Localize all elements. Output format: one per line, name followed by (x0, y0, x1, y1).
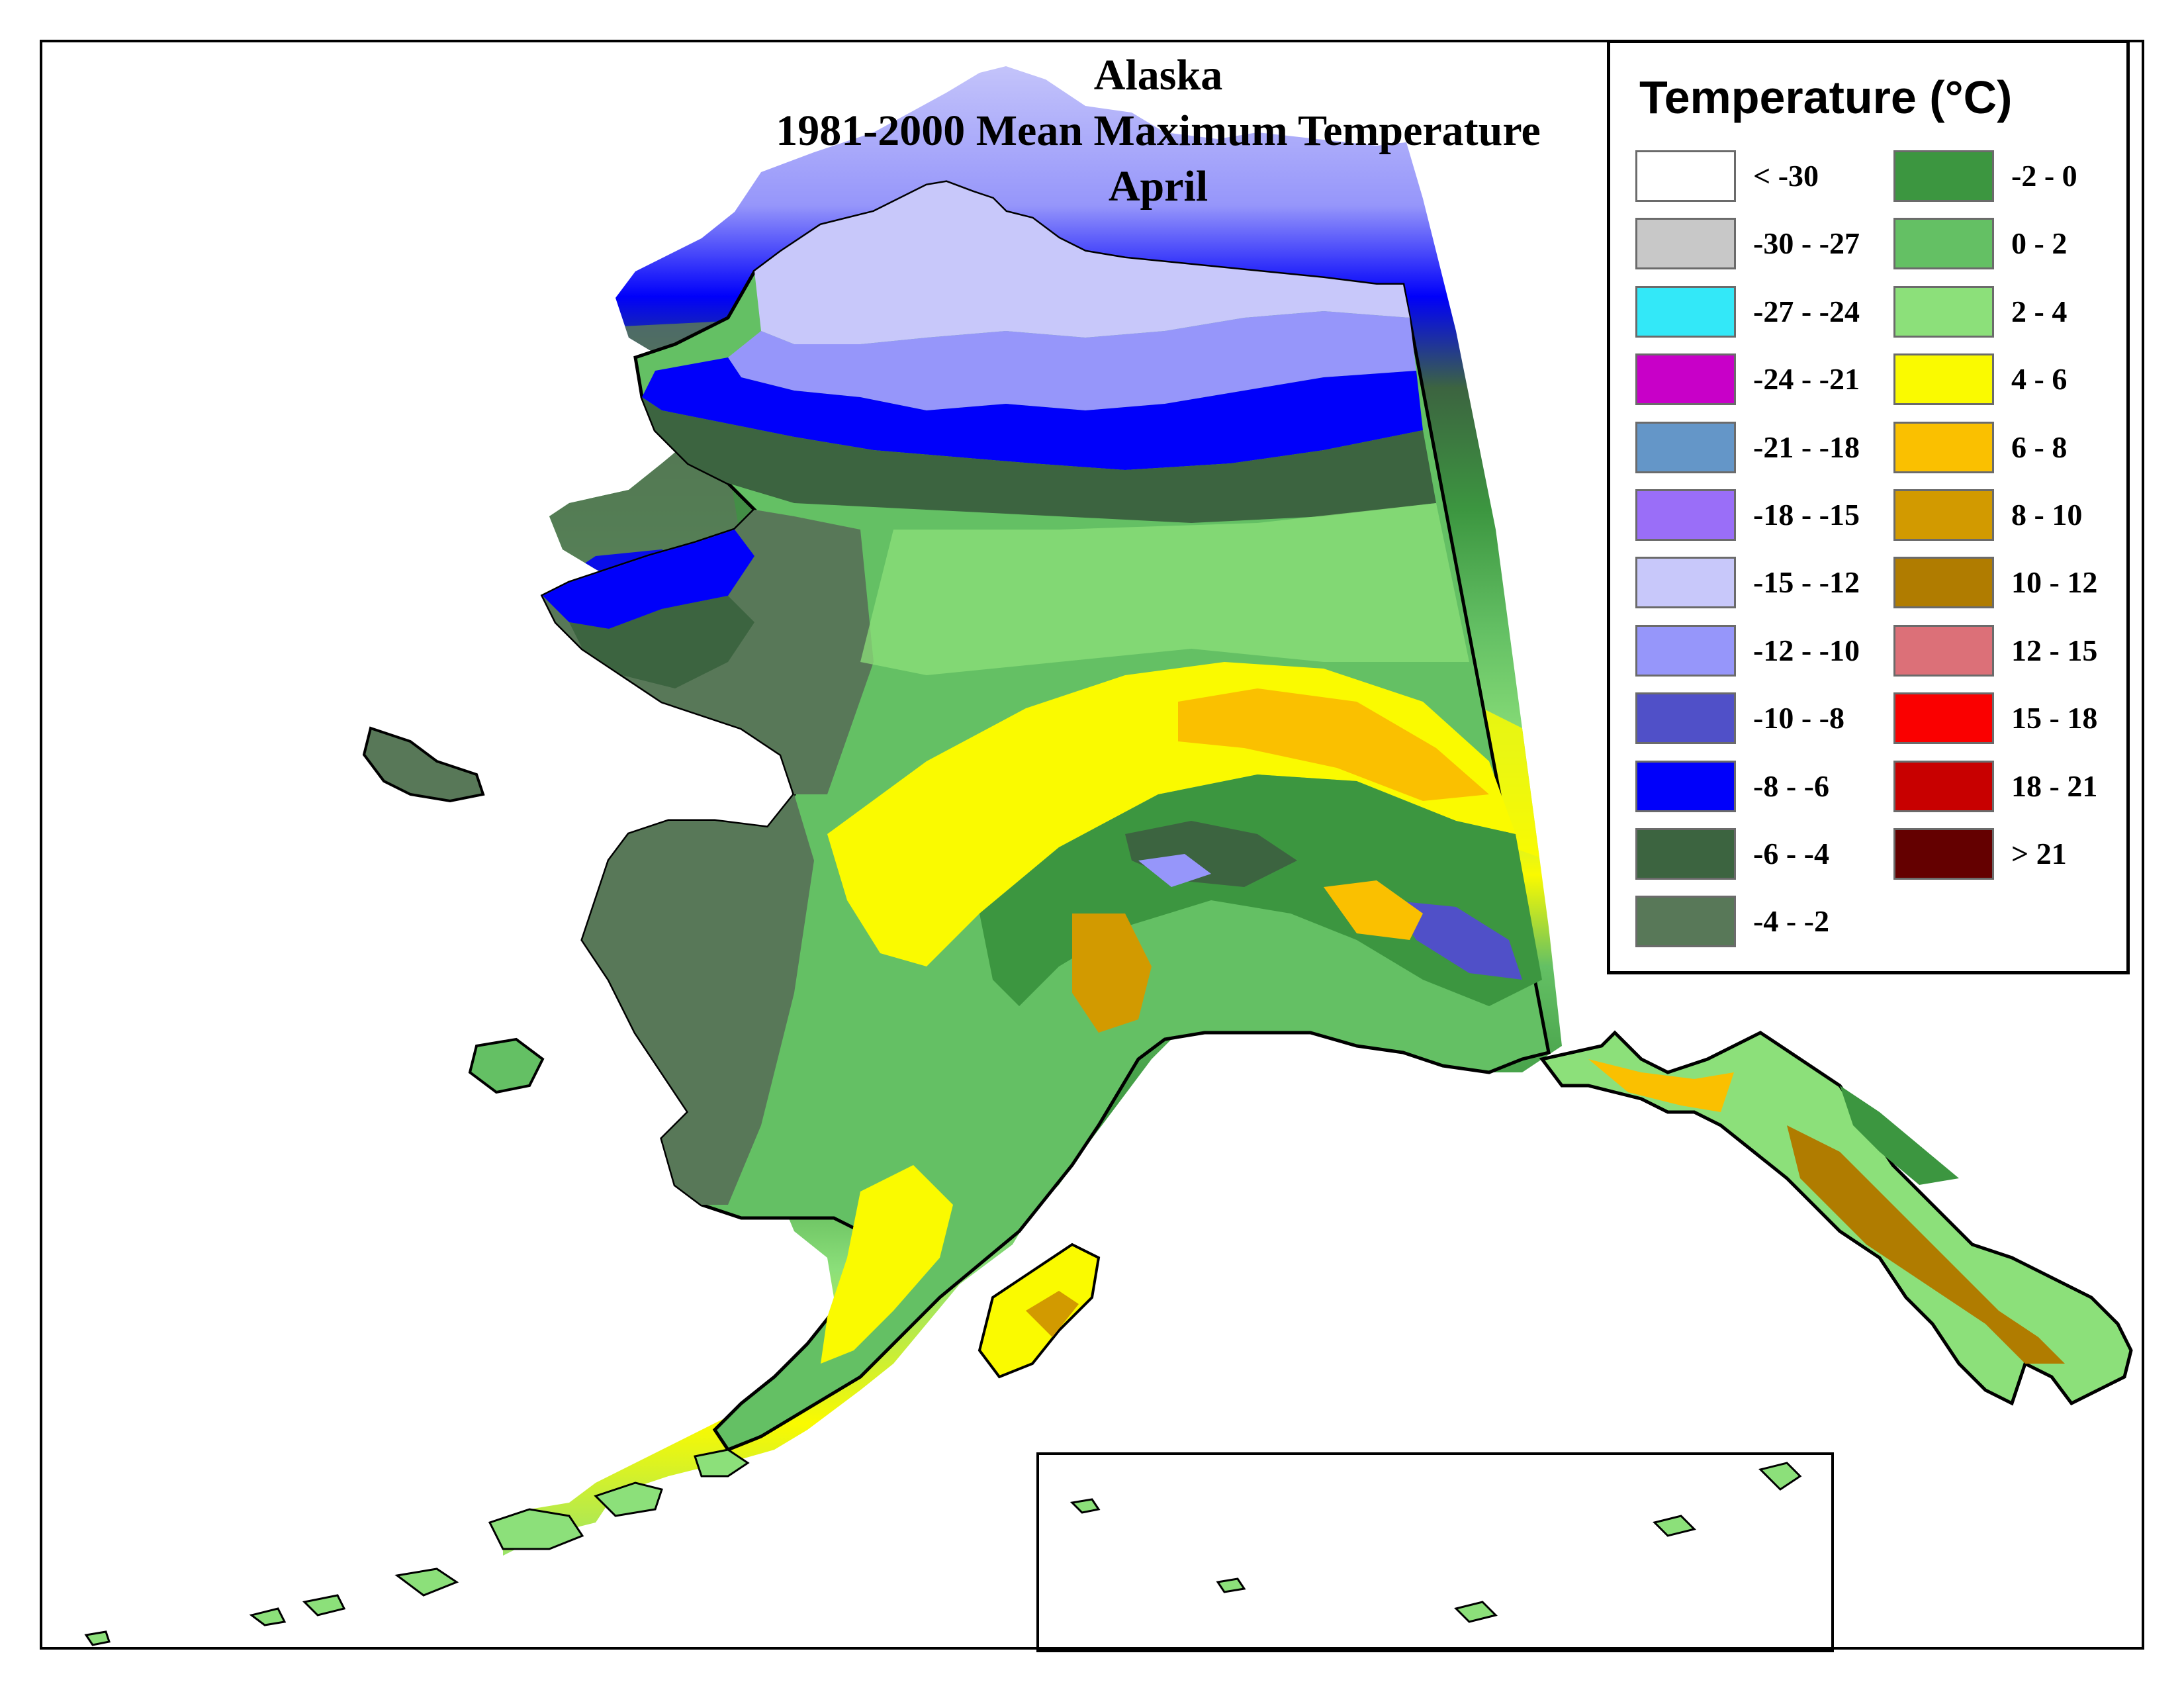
legend-title: Temperature (°C) (1639, 71, 2013, 123)
legend-item: > 21 (1893, 828, 2132, 881)
legend-swatch (1893, 285, 1994, 338)
legend-item: 10 - 12 (1893, 557, 2132, 610)
legend-item: -27 - -24 (1635, 285, 1874, 339)
legend-item: 12 - 15 (1893, 624, 2132, 678)
legend-swatch (1635, 557, 1736, 609)
legend-item: 8 - 10 (1893, 489, 2132, 542)
title-line-2: 1981-2000 Mean Maximum Temperature (776, 107, 1541, 155)
legend-label: 18 - 21 (2011, 769, 2098, 803)
legend-item: < -30 (1635, 150, 1874, 203)
legend-label: -10 - -8 (1753, 701, 1844, 735)
legend-label: -15 - -12 (1753, 565, 1860, 600)
legend-label: 10 - 12 (2011, 565, 2098, 600)
legend-label: 2 - 4 (2011, 294, 2068, 328)
legend-item: -30 - -27 (1635, 218, 1874, 271)
title-line-3: April (1108, 162, 1208, 211)
legend-label: 8 - 10 (2011, 498, 2083, 532)
legend-label: -18 - -15 (1753, 498, 1860, 532)
legend-label: 15 - 18 (2011, 701, 2098, 735)
legend-swatch (1893, 421, 1994, 473)
legend-swatch (1635, 692, 1736, 745)
legend-item: -8 - -6 (1635, 760, 1874, 814)
legend-swatch (1893, 353, 1994, 406)
legend-item: 15 - 18 (1893, 692, 2132, 745)
legend-item: -24 - -21 (1635, 353, 1874, 406)
legend-swatch (1893, 760, 1994, 812)
legend-label: 0 - 2 (2011, 226, 2068, 261)
legend-item: 4 - 6 (1893, 353, 2132, 406)
legend-swatch (1635, 828, 1736, 880)
legend-item: -6 - -4 (1635, 828, 1874, 881)
legend-item: 18 - 21 (1893, 760, 2132, 814)
legend-swatch (1635, 150, 1736, 202)
title-line-1: Alaska (1093, 51, 1223, 99)
aleutian-inset-frame (1036, 1452, 1834, 1652)
legend-label: 12 - 15 (2011, 633, 2098, 667)
legend-label: -21 - -18 (1753, 430, 1860, 464)
legend-item: -18 - -15 (1635, 489, 1874, 542)
map-frame (40, 40, 2144, 1650)
legend-swatch (1635, 218, 1736, 270)
legend-item: -2 - 0 (1893, 150, 2132, 203)
legend-label: -2 - 0 (2011, 159, 2077, 193)
legend-item: 6 - 8 (1893, 421, 2132, 475)
legend-swatch (1893, 557, 1994, 609)
legend-swatch (1893, 692, 1994, 745)
legend-swatch (1893, 150, 1994, 202)
legend-swatch (1635, 421, 1736, 473)
legend-label: > 21 (2011, 837, 2067, 870)
legend-label: -8 - -6 (1753, 769, 1829, 803)
legend-swatch (1635, 489, 1736, 541)
legend-item: -15 - -12 (1635, 557, 1874, 610)
legend-swatch (1635, 624, 1736, 677)
legend-swatch (1635, 353, 1736, 406)
legend-label: -24 - -21 (1753, 362, 1860, 397)
legend-item: -10 - -8 (1635, 692, 1874, 745)
legend-item: -12 - -10 (1635, 624, 1874, 678)
legend-label: -27 - -24 (1753, 294, 1860, 328)
legend-label: -30 - -27 (1753, 226, 1860, 261)
legend-item: -21 - -18 (1635, 421, 1874, 475)
legend-label: < -30 (1753, 159, 1819, 193)
legend-swatch (1635, 760, 1736, 812)
legend-item: -4 - -2 (1635, 896, 1874, 949)
legend-swatch (1893, 489, 1994, 541)
legend-swatch (1635, 896, 1736, 948)
legend-swatch (1893, 828, 1994, 880)
legend-label: -12 - -10 (1753, 633, 1860, 667)
legend-label: 6 - 8 (2011, 430, 2068, 464)
legend-swatch (1635, 285, 1736, 338)
legend-swatch (1893, 624, 1994, 677)
legend-item: 0 - 2 (1893, 218, 2132, 271)
legend-label: 4 - 6 (2011, 362, 2068, 397)
map-title: Alaska 1981-2000 Mean Maximum Temperatur… (596, 48, 1721, 214)
legend-label: -6 - -4 (1753, 837, 1829, 870)
legend-item: 2 - 4 (1893, 285, 2132, 339)
legend-panel: Temperature (°C) < -30 -30 - -27 -27 - -24… (1607, 40, 2130, 974)
legend-swatch (1893, 218, 1994, 270)
legend-label: -4 - -2 (1753, 904, 1829, 939)
